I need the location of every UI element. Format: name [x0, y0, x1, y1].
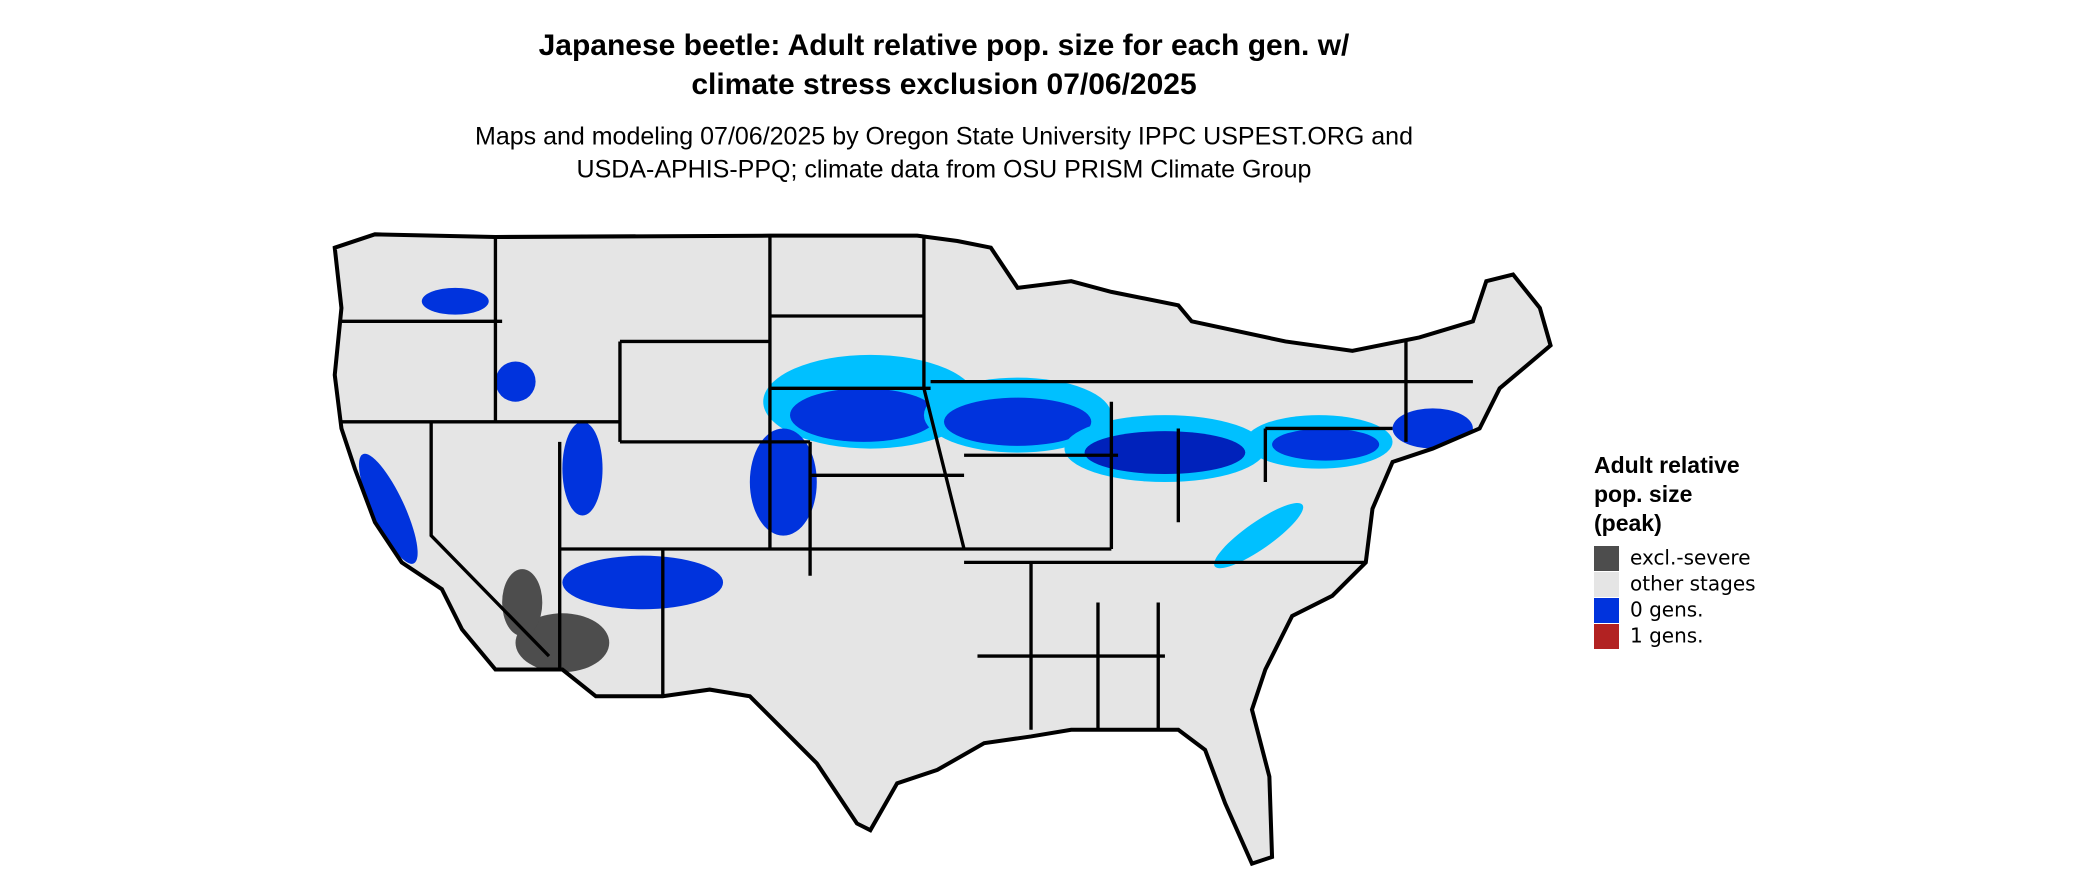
title: Japanese beetle: Adult relative pop. siz… — [539, 29, 1350, 62]
legend-swatch — [1594, 624, 1619, 649]
legend-title: pop. size — [1594, 481, 1692, 507]
legend-title: (peak) — [1594, 510, 1662, 536]
model-output — [358, 287, 1473, 673]
legend-swatch — [1594, 546, 1619, 571]
state-borders — [341, 235, 1473, 730]
legend-swatch — [1594, 598, 1619, 623]
legend-label: 0 gens. — [1630, 598, 1704, 622]
legend-title: Adult relative — [1594, 452, 1740, 478]
subtitle: USDA-APHIS-PPQ; climate data from OSU PR… — [577, 156, 1312, 184]
legend: Adult relative pop. size (peak) excl.-sever… — [1594, 452, 1756, 649]
title: climate stress exclusion 07/06/2025 — [691, 68, 1196, 101]
legend-label: 1 gens. — [1630, 624, 1704, 648]
legend-label: other stages — [1630, 572, 1756, 596]
us-map — [335, 234, 1551, 863]
legend-swatch — [1594, 572, 1619, 597]
subtitle: Maps and modeling 07/06/2025 by Oregon S… — [475, 123, 1413, 151]
legend-label: excl.-severe — [1630, 546, 1751, 570]
